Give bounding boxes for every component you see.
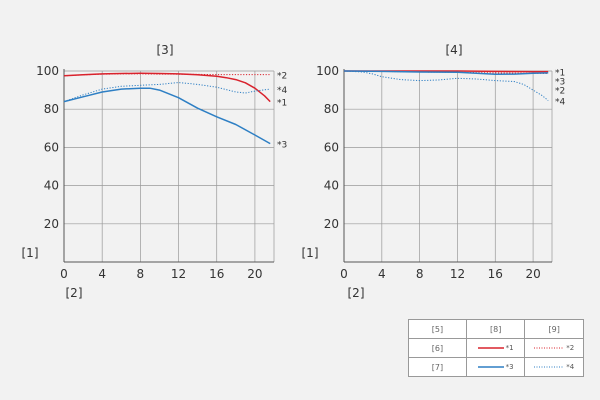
series-line-m1 (63, 72, 271, 103)
legend-line-dotted-blue (534, 366, 565, 367)
legend-row-label: [6] (408, 338, 467, 358)
series-line-m4 (343, 70, 549, 101)
series-end-label: *2 (555, 87, 565, 97)
legend-line-dotted-red (534, 347, 565, 348)
x-tick-label: 16 (488, 267, 503, 281)
y-tick-label: 20 (44, 217, 59, 231)
legend-line-solid-blue (477, 365, 504, 368)
chart-panel-2: 20 40 60 80 100 0 4 8 12 16 20 [4] [1] [2] *1*3*2*4 (302, 43, 566, 300)
y-tick-label: 40 (44, 179, 59, 193)
x-tick-label: 8 (416, 267, 424, 281)
series-end-label: *3 (555, 78, 565, 88)
x-tick-label: 4 (98, 267, 106, 281)
series-end-label: *4 (555, 98, 566, 108)
x-axis-label: [2] (348, 286, 365, 300)
x-axis-label: [2] (66, 286, 83, 300)
legend-marker: *3 (505, 362, 514, 371)
legend-row: [6] *1 *2 (408, 338, 584, 358)
legend-dotted-cell: *4 (524, 357, 584, 377)
x-tick-label: 16 (209, 267, 224, 281)
y-tick-label: 80 (44, 102, 59, 116)
y-tick-label: 40 (324, 179, 339, 193)
y-tick-label: 100 (36, 64, 59, 78)
y-axis-label: [1] (22, 246, 39, 260)
series-line-m3 (63, 87, 271, 145)
chart-title: [3] (157, 43, 174, 57)
legend-solid-cell: *1 (465, 338, 526, 358)
y-tick-label: 80 (324, 102, 339, 116)
x-tick-label: 20 (525, 267, 540, 281)
series-end-label: *4 (277, 86, 288, 96)
chart-panel-1: 20 40 60 80 100 0 4 8 12 16 20 [3] [1] [2] *2 *4 *1 *3 (22, 43, 288, 300)
legend-header-row: [5] [8] [9] (408, 319, 584, 339)
legend-marker: *4 (566, 362, 575, 371)
legend-row: [7] *3 *4 (408, 357, 584, 377)
y-tick-label: 100 (316, 64, 339, 78)
x-tick-label: 12 (450, 267, 465, 281)
y-tick-label: 20 (324, 217, 339, 231)
x-tick-label: 0 (60, 267, 68, 281)
legend-dotted-cell: *2 (524, 338, 584, 358)
legend-row-label: [7] (408, 357, 467, 377)
series-end-label: *1 (555, 69, 565, 79)
series-end-label: *3 (277, 141, 287, 151)
series-line-m4 (63, 82, 271, 103)
legend-solid-cell: *3 (465, 357, 526, 377)
x-tick-label: 12 (171, 267, 186, 281)
x-tick-label: 20 (247, 267, 262, 281)
legend-header-cell: [9] (524, 319, 584, 339)
chart-title: [4] (446, 43, 463, 57)
legend-marker: *2 (566, 343, 575, 352)
y-axis-label: [1] (302, 246, 319, 260)
series-line-m3 (343, 70, 549, 75)
x-tick-label: 4 (378, 267, 386, 281)
series-end-label: *2 (277, 72, 287, 82)
series-end-label: *1 (277, 99, 287, 109)
y-tick-label: 60 (324, 140, 339, 154)
y-tick-label: 60 (44, 140, 59, 154)
legend-line-solid-red (477, 346, 504, 349)
x-tick-label: 0 (340, 267, 348, 281)
legend-header-cell: [5] (408, 319, 467, 339)
legend-header-cell: [8] (465, 319, 526, 339)
legend-marker: *1 (505, 343, 514, 352)
x-tick-label: 8 (137, 267, 145, 281)
legend-table: [5] [8] [9] [6] *1 *2 (408, 319, 584, 377)
